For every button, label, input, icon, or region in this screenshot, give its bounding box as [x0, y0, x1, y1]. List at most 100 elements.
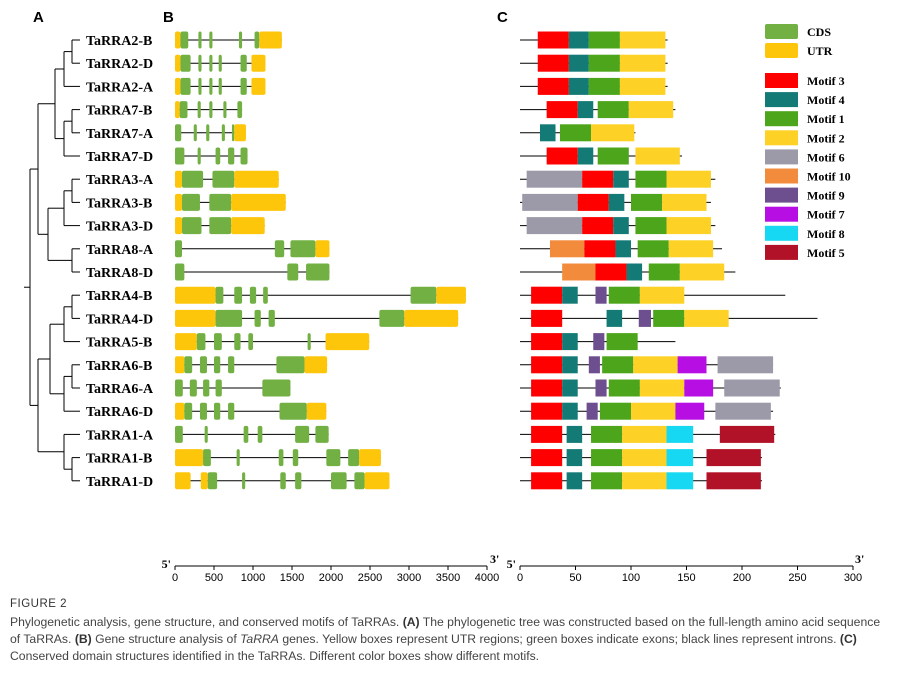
caption-c-text: Conserved domain structures identified i…	[10, 649, 540, 663]
gene-structure-panel	[175, 31, 466, 490]
exon-box	[215, 147, 221, 165]
motif-2-box	[639, 379, 685, 397]
motif-row-tarra2-b	[520, 31, 668, 49]
caption-b-text-1: Gene structure analysis of	[91, 632, 241, 646]
legend-label-motif-4: Motif 4	[807, 93, 845, 107]
utr-box	[251, 54, 266, 72]
motif-row-tarra3-b	[520, 193, 711, 211]
x-tick-label: 200	[733, 572, 751, 584]
utr-box	[175, 31, 181, 49]
utr-box	[175, 356, 185, 374]
exon-box	[215, 286, 224, 304]
motif-2-box	[619, 31, 666, 49]
legend-label-motif-5: Motif 5	[807, 246, 845, 260]
exon-box	[306, 263, 330, 281]
gene-label-tarra1-b: TaRRA1-B	[86, 452, 152, 467]
gene-label-tarra1-a: TaRRA1-A	[86, 428, 154, 443]
motif-1-box	[602, 356, 634, 374]
exon-box	[263, 286, 268, 304]
motif-2-box	[622, 472, 667, 490]
exon-box	[238, 31, 243, 49]
motif-2-box	[662, 193, 707, 211]
motif-row-tarra7-a	[520, 124, 636, 142]
motif-5-box	[706, 472, 761, 490]
caption-a-label: (A)	[402, 615, 420, 629]
motif-1-box	[597, 147, 629, 165]
motif-4-box	[562, 402, 578, 420]
exon-box	[175, 379, 183, 397]
motif-6-box	[522, 193, 578, 211]
exon-box	[287, 263, 299, 281]
motif-4-box	[615, 240, 631, 258]
exon-box	[278, 449, 284, 467]
exon-box	[209, 54, 213, 72]
motif-6-box	[715, 402, 771, 420]
motif-1-box	[648, 263, 680, 281]
motif-row-tarra8-d	[520, 263, 736, 281]
exon-box	[196, 333, 206, 351]
motif-7-box	[684, 379, 714, 397]
exon-box	[348, 449, 360, 467]
motif-3-box	[595, 263, 627, 281]
legend-swatch-motif-9	[765, 187, 798, 203]
motif-5-box	[719, 425, 775, 443]
motif-9-box	[595, 286, 607, 304]
exon-box	[410, 286, 437, 304]
exon-box	[209, 193, 232, 211]
exon-box	[279, 402, 307, 420]
x-tick-label: 150	[677, 572, 695, 584]
gene-model-tarra5-b	[175, 333, 370, 351]
utr-box	[231, 217, 265, 235]
motif-row-tarra4-b	[520, 286, 786, 304]
x-tick-label: 3000	[397, 572, 421, 584]
motif-2-box	[668, 240, 714, 258]
exon-box	[248, 333, 253, 351]
exon-box	[214, 356, 221, 374]
motif-1-box	[608, 286, 640, 304]
gene-model-tarra1-b	[175, 449, 381, 467]
motif-4-box	[566, 449, 583, 467]
utr-box	[175, 77, 181, 95]
gene-structure-axis: 0 500 1000 1500 2000 2500 3000 3500 4000 5' 3'	[162, 552, 500, 584]
motif-9-box	[593, 333, 605, 351]
exon-box	[280, 472, 286, 490]
motif-9-box	[586, 402, 598, 420]
utr-box	[234, 124, 246, 142]
utr-box	[175, 402, 185, 420]
motif-1-box	[559, 124, 592, 142]
legend-swatch-motif-3	[765, 73, 798, 88]
motif-1-box	[599, 402, 631, 420]
three-prime-label: 3'	[855, 552, 864, 566]
exon-box	[180, 77, 191, 95]
motif-3-box	[531, 402, 563, 420]
motif-1-box	[635, 170, 667, 188]
legend-swatch-motif-6	[765, 149, 798, 165]
gene-label-tarra2-b: TaRRA2-B	[86, 34, 152, 49]
exon-box	[199, 402, 207, 420]
motif-3-box	[531, 379, 563, 397]
exon-box	[209, 77, 213, 95]
utr-box	[175, 101, 180, 119]
gene-label-tarra6-d: TaRRA6-D	[86, 405, 153, 420]
motif-3-box	[531, 333, 563, 351]
exon-box	[199, 356, 207, 374]
motif-3-box	[582, 170, 614, 188]
exon-box	[223, 101, 227, 119]
motif-3-box	[531, 356, 563, 374]
legend-label-cds: CDS	[807, 25, 831, 39]
motif-2-box	[679, 263, 725, 281]
gene-label-tarra2-d: TaRRA2-D	[86, 57, 153, 72]
exon-box	[326, 449, 341, 467]
exon-box	[175, 147, 185, 165]
motif-4-box	[562, 333, 578, 351]
x-tick-label: 50	[569, 572, 581, 584]
exon-box	[234, 286, 243, 304]
motif-1-box	[606, 333, 638, 351]
exon-box	[236, 449, 240, 467]
exon-box	[175, 124, 182, 142]
exon-box	[215, 379, 222, 397]
exon-box	[204, 425, 208, 443]
motif-2-box	[635, 147, 680, 165]
exon-box	[242, 472, 246, 490]
legend-swatch-motif-10	[765, 168, 798, 184]
